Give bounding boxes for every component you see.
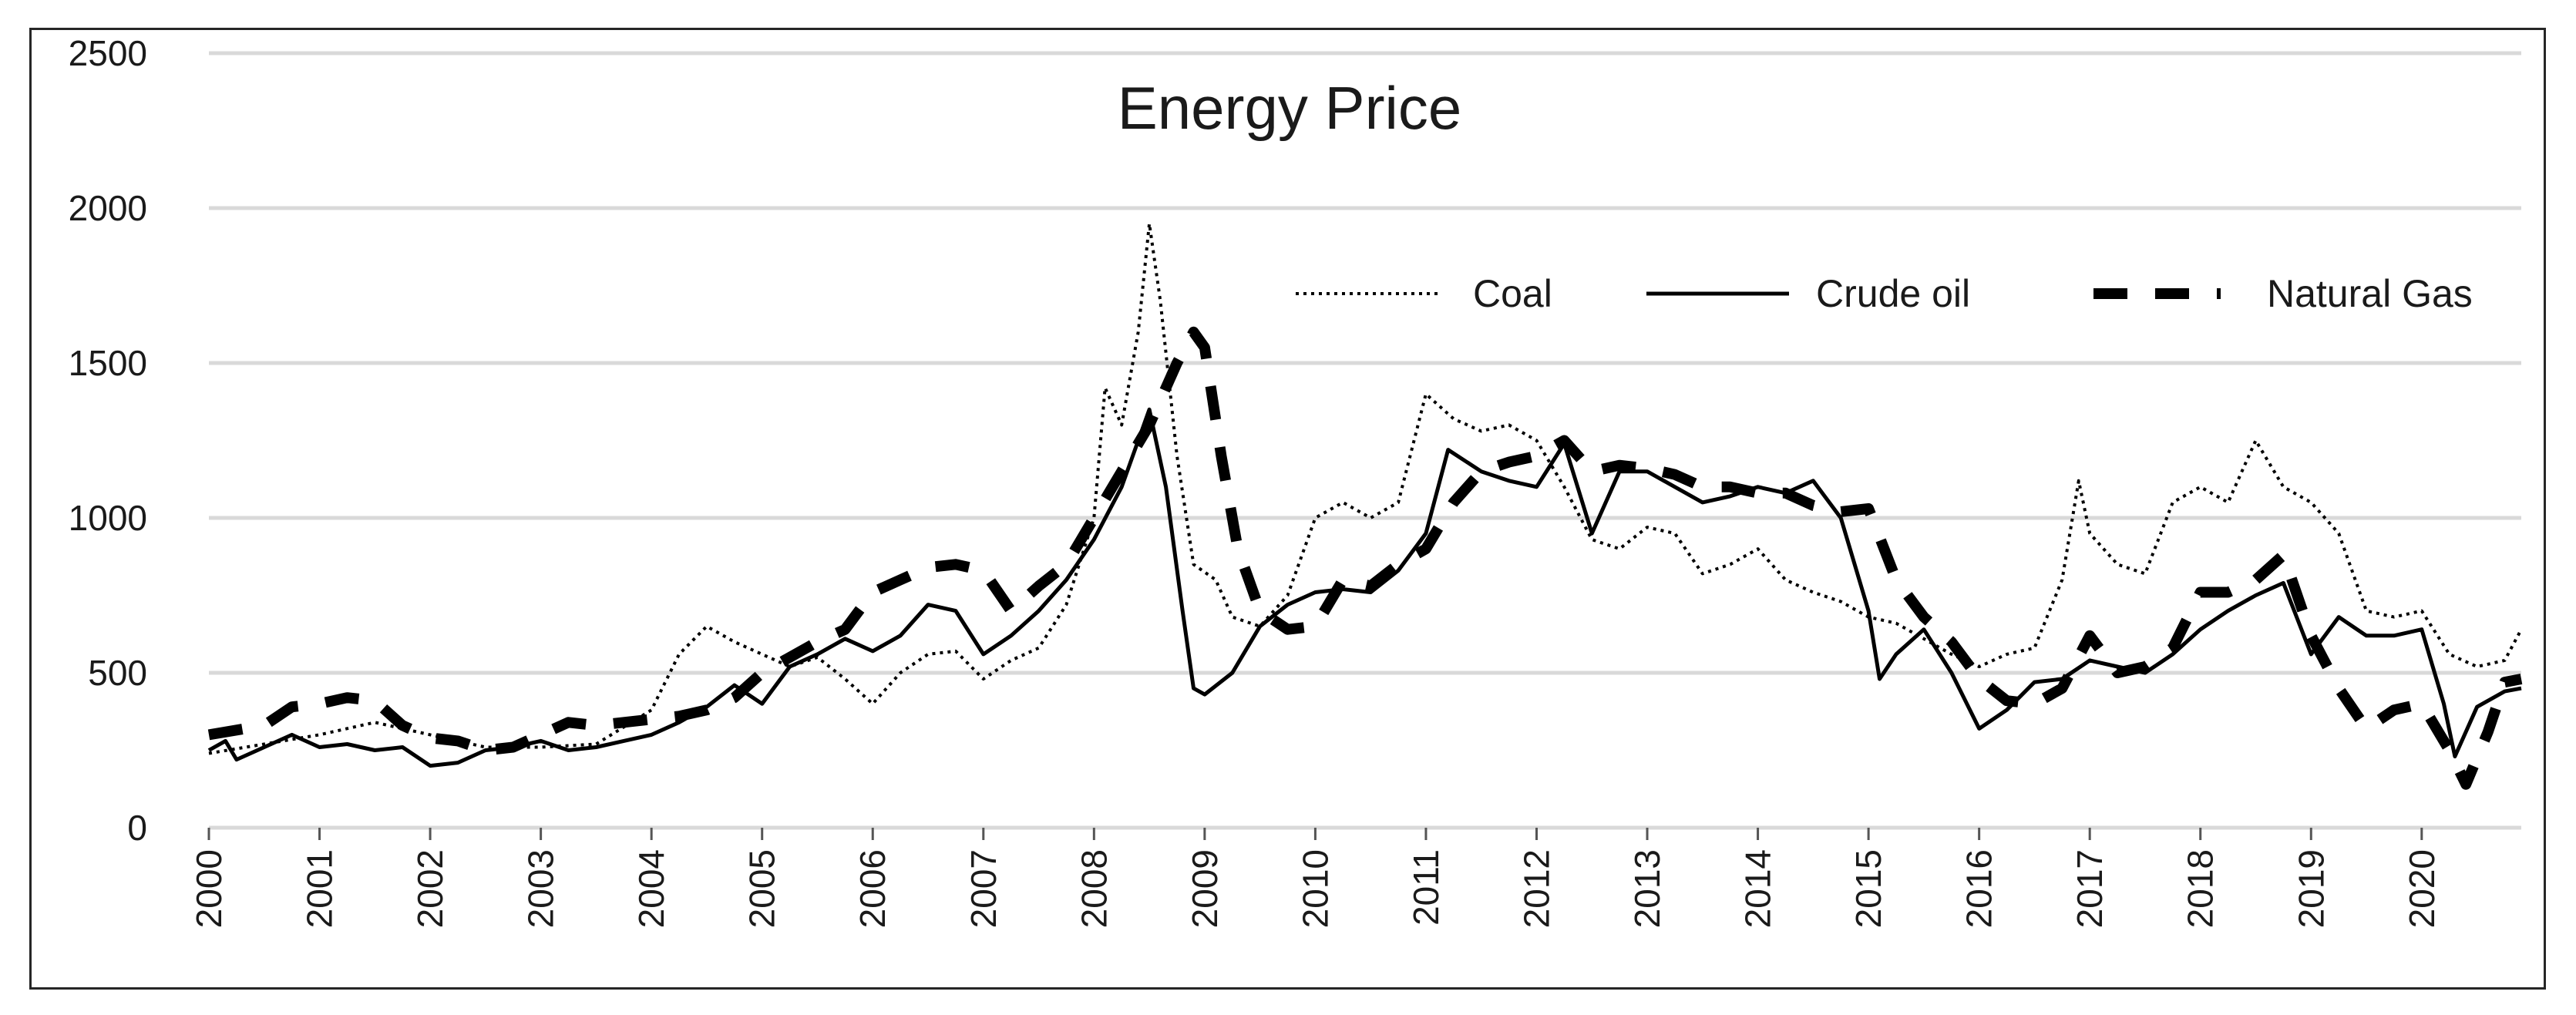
y-tick-label: 1000 <box>69 498 147 538</box>
legend-label: Crude oil <box>1816 272 1970 315</box>
energy-price-chart: 0 500 1000 1500 2000 2500 2000 2001 2002 2003 200… <box>69 33 2523 928</box>
y-tick-label: 0 <box>127 808 147 848</box>
x-tick-label: 2013 <box>1627 849 1667 928</box>
x-tick-label: 2005 <box>742 849 782 928</box>
y-tick-label: 2500 <box>69 33 147 73</box>
chart-legend: Coal Crude oil Natural Gas <box>1296 272 2473 315</box>
series-line-crude-oil <box>207 407 2522 768</box>
x-tick-label: 2010 <box>1295 849 1335 928</box>
chart-frame: 0 500 1000 1500 2000 2500 2000 2001 2002 2003 200… <box>29 28 2546 990</box>
chart-title: Energy Price <box>1118 74 1462 142</box>
x-tick-label: 2004 <box>631 849 671 928</box>
x-tick-label: 2020 <box>2402 849 2442 928</box>
series-line-natural-gas <box>207 326 2523 790</box>
x-tick-label: 2006 <box>853 849 893 928</box>
x-tick-label: 2008 <box>1074 849 1114 928</box>
x-tick-label: 2019 <box>2291 849 2331 928</box>
legend-label: Coal <box>1473 272 1552 315</box>
y-tick-label: 2000 <box>69 188 147 228</box>
x-tick-label: 2015 <box>1848 849 1888 928</box>
legend-label: Natural Gas <box>2267 272 2473 315</box>
x-tick-label: 2017 <box>2070 849 2110 928</box>
y-tick-label: 500 <box>88 653 147 693</box>
x-tick-label: 2014 <box>1738 849 1778 928</box>
x-tick-label: 2000 <box>189 849 229 928</box>
y-tick-label: 1500 <box>69 343 147 383</box>
x-tick-label: 2001 <box>300 849 340 928</box>
x-tick-label: 2007 <box>963 849 1004 928</box>
x-tick-label: 2011 <box>1406 849 1446 926</box>
series-line-coal <box>208 222 2523 755</box>
x-tick-label: 2003 <box>521 849 561 928</box>
x-tick-label: 2012 <box>1516 849 1556 928</box>
x-tick-label: 2016 <box>1959 849 1999 928</box>
x-tick-label: 2002 <box>410 849 450 928</box>
x-tick-label: 2009 <box>1185 849 1225 928</box>
x-tick-label: 2018 <box>2181 849 2221 928</box>
